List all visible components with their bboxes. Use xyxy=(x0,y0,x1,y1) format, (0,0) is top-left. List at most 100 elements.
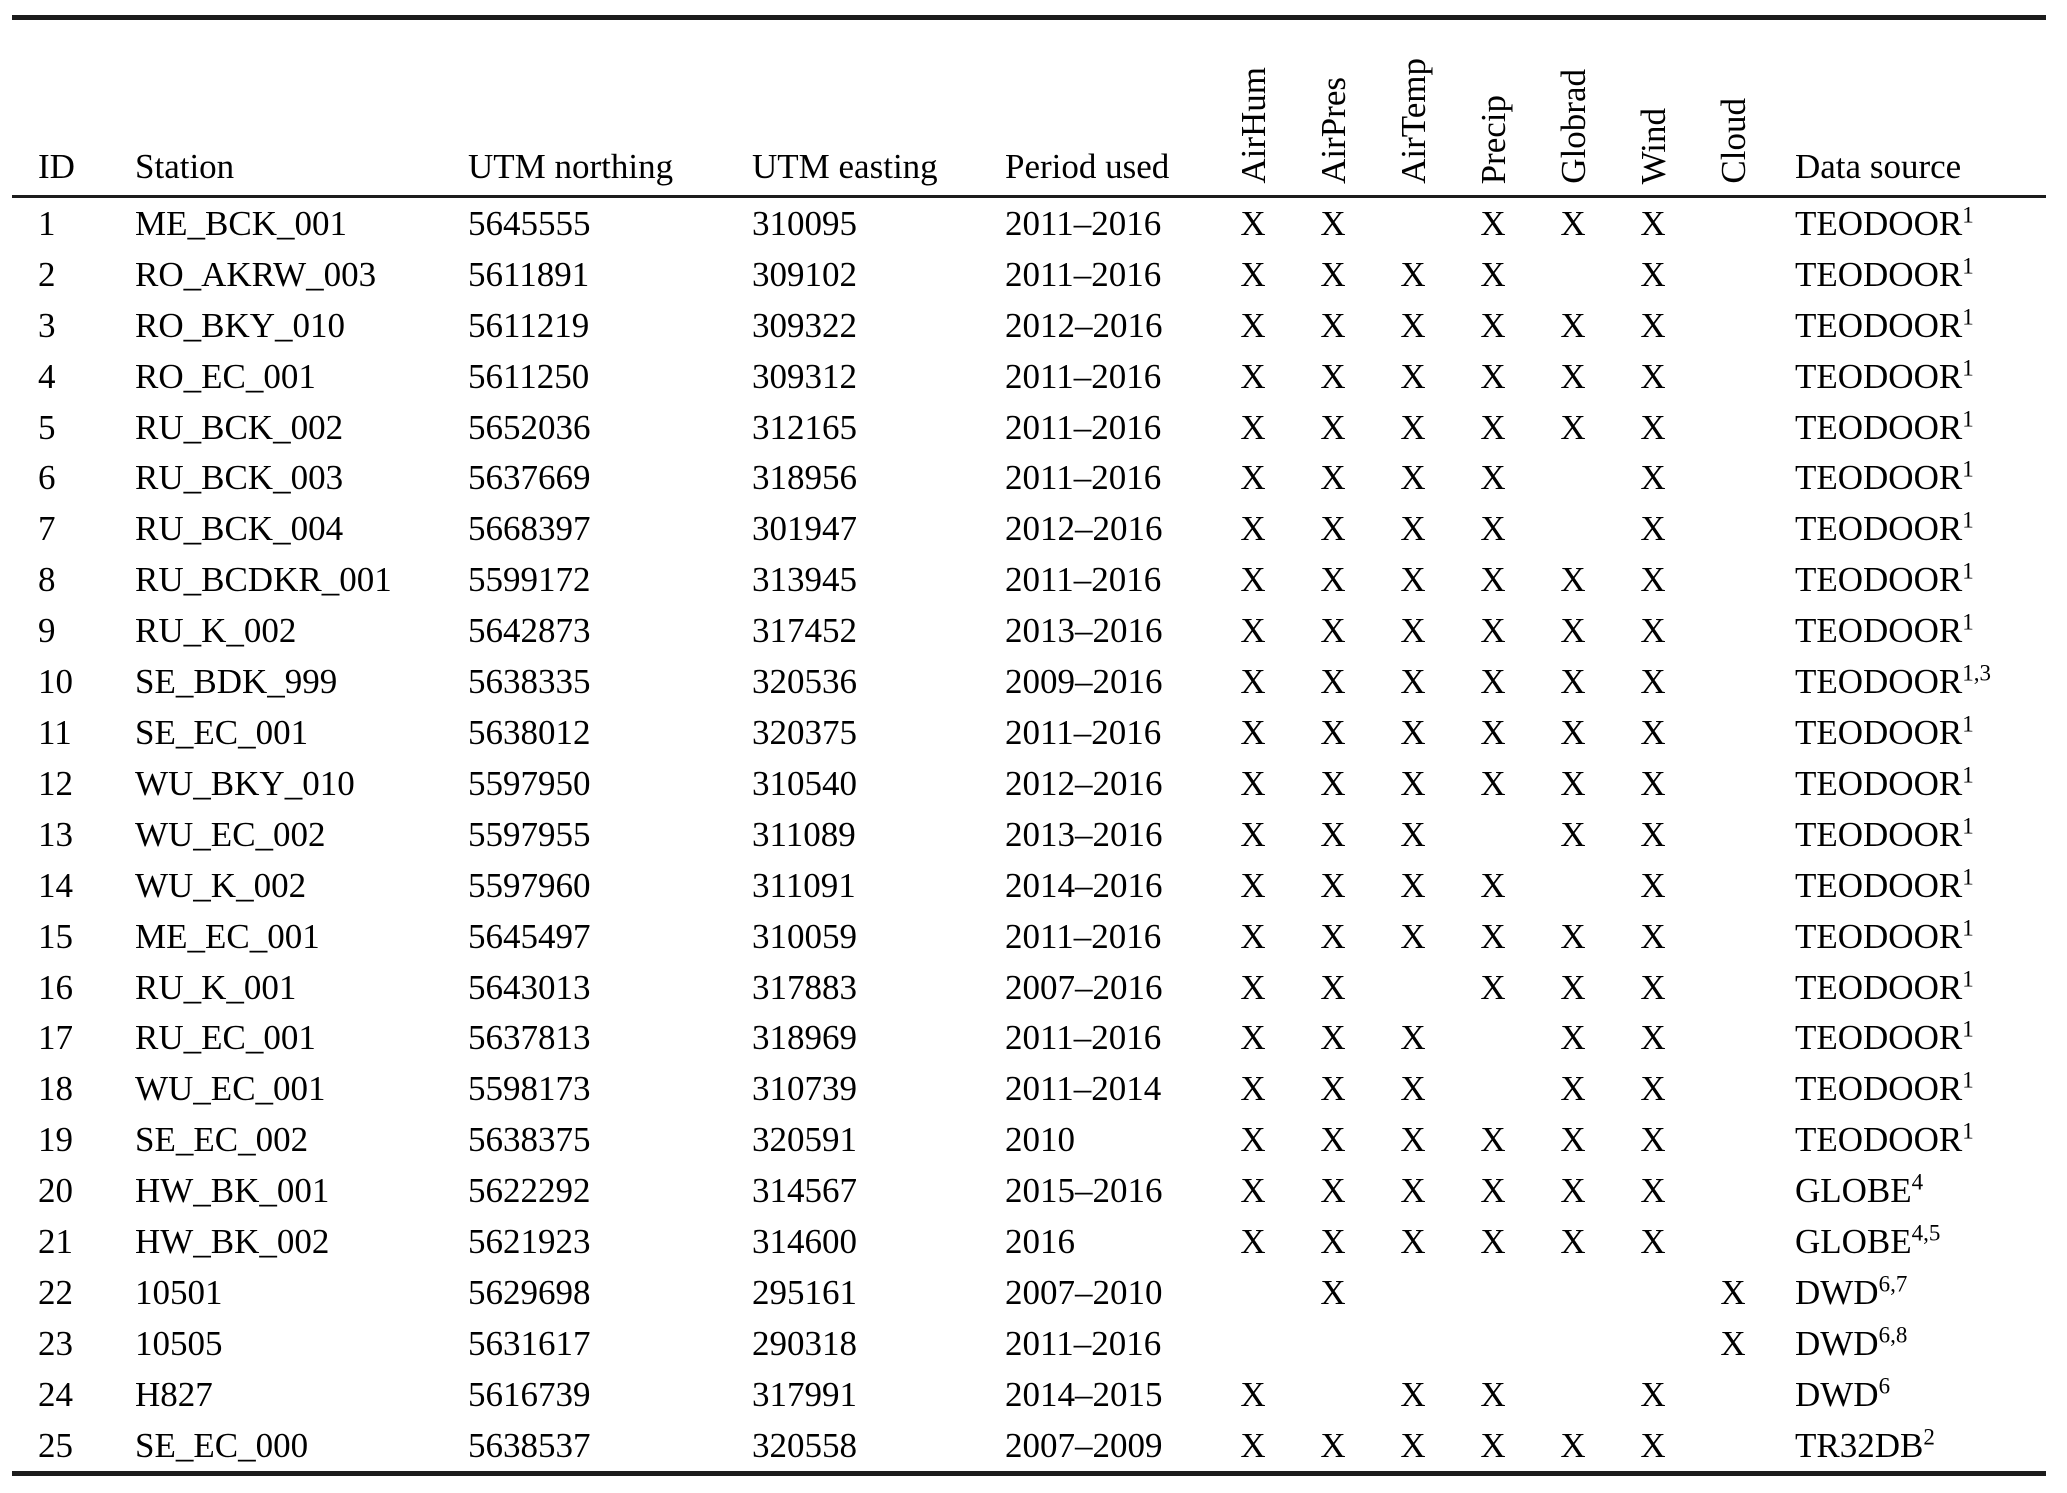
var-mark-precip: X xyxy=(1480,662,1506,702)
station-name: RU_BCDKR_001 xyxy=(135,560,392,600)
data-source-footnote: 6 xyxy=(1878,1373,1891,1399)
data-source-value: TEODOOR1 xyxy=(1795,253,1974,294)
table-row: 20 HW_BK_001 5622292 314567 2015–2016 X X X X X X G… xyxy=(12,1165,2046,1216)
utm-easting-value: 317452 xyxy=(752,611,857,651)
period-used-value: 2011–2016 xyxy=(1005,407,1162,447)
var-mark-airtemp: X xyxy=(1400,254,1426,294)
var-mark-globrad: X xyxy=(1560,662,1586,702)
data-source-footnote: 2 xyxy=(1923,1424,1935,1450)
column-header-airpres-wrap: AirPres xyxy=(1293,77,1373,186)
column-header-cloud-wrap: Cloud xyxy=(1693,98,1773,186)
column-header-wind-wrap: Wind xyxy=(1613,108,1693,186)
var-mark-airtemp: X xyxy=(1400,662,1426,702)
var-mark-airpres: X xyxy=(1320,560,1346,600)
var-mark-airhum: X xyxy=(1240,1018,1266,1058)
station-name: WU_EC_001 xyxy=(135,1069,326,1109)
var-mark-precip: X xyxy=(1480,1374,1506,1414)
data-source-footnote: 1 xyxy=(1962,864,1974,890)
row-id: 17 xyxy=(38,1018,73,1058)
utm-easting-value: 320375 xyxy=(752,713,857,753)
var-mark-cloud: X xyxy=(1720,1272,1746,1312)
station-name: RO_AKRW_003 xyxy=(135,254,377,294)
var-mark-airpres: X xyxy=(1320,916,1346,956)
column-header-globrad: Globrad xyxy=(1553,69,1593,184)
var-mark-airhum: X xyxy=(1240,356,1266,396)
data-source-value: TEODOOR1 xyxy=(1795,405,1974,447)
var-mark-precip: X xyxy=(1480,1425,1506,1465)
var-mark-airtemp: X xyxy=(1400,916,1426,956)
table-row: 14 WU_K_002 5597960 311091 2014–2016 X X X X X TEO… xyxy=(12,860,2046,911)
column-header-utm-easting: UTM easting xyxy=(752,147,938,187)
row-id: 13 xyxy=(38,814,73,854)
var-mark-airpres: X xyxy=(1320,1069,1346,1109)
data-source-value: TEODOOR1 xyxy=(1795,456,1974,498)
column-header-globrad-wrap: Globrad xyxy=(1533,69,1613,186)
var-mark-airhum: X xyxy=(1240,1069,1266,1109)
table-row: 13 WU_EC_002 5597955 311089 2013–2016 X X X X X TE… xyxy=(12,809,2046,860)
var-mark-airpres: X xyxy=(1320,1222,1346,1262)
row-id: 5 xyxy=(38,407,56,447)
var-mark-airhum: X xyxy=(1240,763,1266,803)
var-mark-wind: X xyxy=(1640,713,1666,753)
var-mark-wind: X xyxy=(1640,916,1666,956)
station-name: RU_EC_001 xyxy=(135,1018,316,1058)
utm-easting-value: 295161 xyxy=(752,1272,857,1312)
utm-northing-value: 5599172 xyxy=(468,560,591,600)
period-used-value: 2009–2016 xyxy=(1005,662,1163,702)
table-row: 22 10501 5629698 295161 2007–2010 X X DWD6,7 xyxy=(12,1267,2046,1318)
var-mark-airtemp: X xyxy=(1400,1374,1426,1414)
data-source-footnote: 1 xyxy=(1962,711,1974,737)
period-used-value: 2013–2016 xyxy=(1005,611,1163,651)
period-used-value: 2010 xyxy=(1005,1120,1075,1160)
var-mark-airtemp: X xyxy=(1400,305,1426,345)
period-used-value: 2012–2016 xyxy=(1005,763,1163,803)
utm-northing-value: 5611891 xyxy=(468,254,590,294)
var-mark-airhum: X xyxy=(1240,662,1266,702)
station-name: ME_BCK_001 xyxy=(135,203,347,243)
var-mark-airpres: X xyxy=(1320,1425,1346,1465)
row-id: 24 xyxy=(38,1374,73,1414)
var-mark-wind: X xyxy=(1640,560,1666,600)
station-name: RU_BCK_003 xyxy=(135,458,344,498)
data-source-footnote: 6,7 xyxy=(1878,1271,1908,1297)
column-header-id: ID xyxy=(38,147,75,187)
var-mark-airhum: X xyxy=(1240,967,1266,1007)
var-mark-globrad: X xyxy=(1560,305,1586,345)
row-id: 15 xyxy=(38,916,73,956)
column-header-wind: Wind xyxy=(1633,107,1673,184)
period-used-value: 2007–2010 xyxy=(1005,1272,1163,1312)
var-mark-precip: X xyxy=(1480,916,1506,956)
var-mark-airtemp: X xyxy=(1400,1018,1426,1058)
data-source-value: TEODOOR1 xyxy=(1795,864,1974,905)
var-mark-wind: X xyxy=(1640,1171,1666,1211)
var-mark-airtemp: X xyxy=(1400,407,1426,447)
var-mark-airpres: X xyxy=(1320,203,1346,243)
table-row: 4 RO_EC_001 5611250 309312 2011–2016 X X X X X X TE… xyxy=(12,351,2046,402)
utm-easting-value: 311089 xyxy=(752,814,856,854)
utm-northing-value: 5622292 xyxy=(468,1171,591,1211)
data-source-footnote: 1 xyxy=(1962,304,1974,330)
table-top-rule xyxy=(12,15,2046,20)
var-mark-airpres: X xyxy=(1320,458,1346,498)
utm-easting-value: 320558 xyxy=(752,1425,857,1465)
var-mark-globrad: X xyxy=(1560,407,1586,447)
var-mark-wind: X xyxy=(1640,763,1666,803)
utm-easting-value: 313945 xyxy=(752,560,857,600)
var-mark-airpres: X xyxy=(1320,509,1346,549)
row-id: 23 xyxy=(38,1323,73,1363)
row-id: 16 xyxy=(38,967,73,1007)
var-mark-globrad: X xyxy=(1560,1069,1586,1109)
var-mark-airhum: X xyxy=(1240,1425,1266,1465)
period-used-value: 2011–2016 xyxy=(1005,1323,1162,1363)
table-header-row: ID Station UTM northing UTM easting Peri… xyxy=(12,20,2046,195)
utm-easting-value: 309102 xyxy=(752,254,857,294)
var-mark-airhum: X xyxy=(1240,407,1266,447)
var-mark-globrad: X xyxy=(1560,1222,1586,1262)
utm-northing-value: 5597950 xyxy=(468,763,591,803)
utm-northing-value: 5668397 xyxy=(468,509,591,549)
utm-northing-value: 5611219 xyxy=(468,305,590,345)
utm-northing-value: 5638375 xyxy=(468,1120,591,1160)
data-source-footnote: 1,3 xyxy=(1962,660,1991,686)
data-source-value: TEODOOR1 xyxy=(1795,1067,1974,1109)
row-id: 12 xyxy=(38,763,73,803)
